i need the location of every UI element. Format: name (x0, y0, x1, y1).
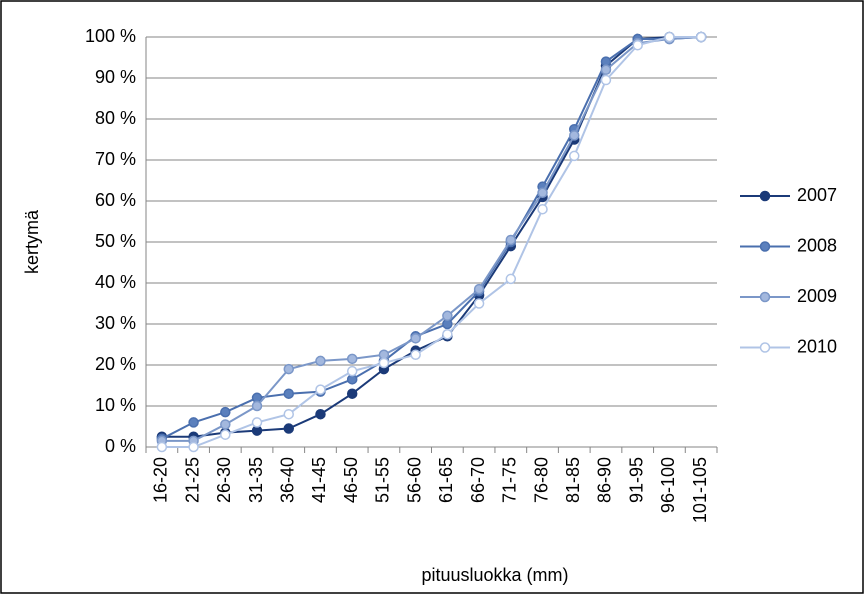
legend-marker (759, 291, 771, 303)
series-line (161, 36, 702, 448)
x-tick-label: 81-85 (563, 457, 583, 503)
data-point (188, 441, 199, 453)
data-point (442, 310, 453, 322)
data-point (315, 408, 326, 420)
data-point (156, 441, 168, 453)
data-point (315, 384, 326, 395)
series-line (161, 36, 702, 442)
data-point (283, 423, 294, 434)
data-point (505, 234, 517, 246)
data-point (600, 64, 612, 76)
x-tick-label: 31-35 (246, 457, 266, 503)
data-point (569, 150, 580, 162)
data-point (188, 417, 199, 428)
data-point (220, 429, 231, 440)
data-point (473, 283, 485, 295)
legend-label: 2007 (797, 185, 837, 205)
legend-label: 2010 (797, 336, 837, 356)
x-tick-label: 76-80 (531, 457, 551, 503)
x-tick-label: 46-50 (341, 457, 361, 503)
x-tick-label: 26-30 (214, 457, 234, 503)
data-point (346, 353, 358, 365)
x-tick-label: 56-60 (404, 457, 424, 503)
legend-label: 2009 (797, 286, 837, 306)
legend-label: 2008 (797, 235, 837, 255)
data-point (537, 203, 548, 215)
x-tick-label: 16-20 (151, 457, 171, 503)
data-point (283, 408, 294, 420)
x-tick-label: 96-100 (658, 457, 678, 513)
y-tick-label: 10 % (95, 395, 136, 415)
x-tick-label: 86-90 (595, 457, 615, 503)
x-tick-label: 101-105 (690, 457, 710, 523)
data-point (695, 31, 707, 43)
x-tick-label: 61-65 (436, 457, 456, 503)
legend-marker (759, 342, 771, 353)
y-tick-label: 30 % (95, 313, 136, 333)
x-tick-label: 71-75 (500, 457, 520, 503)
x-axis-title: pituusluokka (mm) (421, 565, 568, 585)
data-point (600, 74, 612, 86)
data-point (473, 298, 485, 309)
y-tick-label: 50 % (95, 231, 136, 251)
data-point (664, 31, 675, 43)
data-point (251, 400, 263, 412)
x-tick-label: 51-55 (373, 457, 393, 503)
data-point (315, 355, 326, 367)
y-tick-label: 60 % (95, 190, 136, 210)
data-point (220, 419, 231, 430)
data-point (251, 417, 263, 428)
data-point (220, 406, 231, 418)
y-axis-title: kertymä (22, 209, 42, 274)
data-point (505, 273, 517, 285)
y-tick-label: 70 % (95, 149, 136, 169)
y-tick-label: 0 % (105, 436, 136, 456)
data-point (346, 365, 358, 377)
y-tick-label: 40 % (95, 272, 136, 292)
data-point (442, 329, 453, 340)
data-point (410, 349, 421, 360)
x-tick-label: 21-25 (182, 457, 202, 503)
series-line (161, 36, 702, 440)
x-tick-label: 91-95 (626, 457, 646, 503)
data-point (346, 388, 358, 399)
data-point (283, 363, 294, 375)
x-tick-label: 41-45 (309, 457, 329, 503)
x-tick-label: 66-70 (468, 457, 488, 503)
y-tick-label: 90 % (95, 67, 136, 87)
legend-marker (759, 241, 771, 252)
data-point (410, 333, 421, 344)
data-point (569, 130, 580, 141)
y-tick-label: 20 % (95, 354, 136, 374)
data-point (378, 357, 390, 369)
data-point (632, 39, 643, 51)
y-tick-label: 100 % (85, 26, 136, 46)
data-point (283, 388, 294, 399)
x-tick-label: 36-40 (278, 457, 298, 503)
y-tick-label: 80 % (95, 108, 136, 128)
data-point (537, 187, 548, 199)
legend-marker (759, 190, 771, 202)
